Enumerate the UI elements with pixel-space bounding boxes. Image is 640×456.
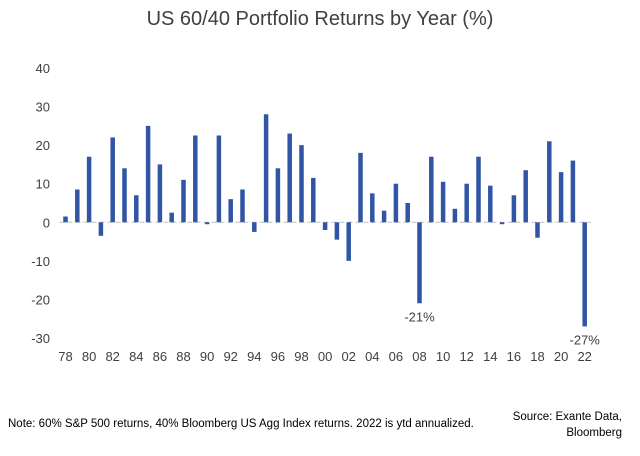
bar-92 [228,199,233,223]
bar-99 [311,177,316,223]
bar-18 [535,222,540,238]
x-tick-label: 08 [412,349,426,364]
bar-09 [429,156,434,223]
source-line-2: Bloomberg [566,427,622,439]
bar-79 [75,189,80,223]
bar-93 [240,189,245,223]
x-tick-label: 00 [318,349,332,364]
y-tick-label: 0 [43,215,50,230]
x-tick-label: 14 [483,349,497,364]
bar-80 [86,156,92,223]
y-tick-label: -30 [31,331,50,346]
data-label-08: -21% [404,309,435,324]
x-tick-label: 82 [105,349,119,364]
bar-21 [570,160,576,223]
x-tick-label: 78 [58,349,72,364]
bar-88 [181,179,186,223]
bar-00 [322,222,328,230]
x-tick-label: 90 [200,349,214,364]
footnote: Note: 60% S&P 500 returns, 40% Bloomberg… [8,418,474,430]
x-tick-label: 02 [341,349,355,364]
bar-94 [252,222,257,232]
bar-10 [440,181,446,223]
x-tick-label: 20 [554,349,568,364]
x-tick-label: 94 [247,349,261,364]
x-tick-label: 10 [436,349,450,364]
bar-78 [63,216,68,223]
bar-86 [157,164,163,223]
y-tick-label: 10 [36,177,50,192]
bar-82 [110,137,115,223]
bar-14 [488,185,493,223]
bar-07 [405,203,410,223]
bar-22 [582,222,587,327]
bar-17 [523,170,528,223]
bar-85 [145,125,151,223]
bar-02 [346,222,351,261]
bar-05 [381,210,387,223]
chart-title: US 60/40 Portfolio Returns by Year (%) [146,8,494,30]
bar-chart: 40 30 20 10 0 -10 -20 -30 78 80 82 84 86 88 90 92 94 96 9… [31,61,600,364]
x-tick-label: 04 [365,349,379,364]
bar-83 [122,168,127,223]
x-tick-label: 86 [153,349,167,364]
bar-90 [204,222,210,225]
y-tick-label: 40 [36,61,50,76]
y-axis: 40 30 20 10 0 -10 -20 -30 [31,61,50,346]
bar-87 [169,212,174,223]
bar-97 [287,133,292,223]
bar-08 [417,222,422,304]
x-tick-label: 06 [389,349,403,364]
x-tick-label: 80 [82,349,96,364]
bar-06 [393,183,399,223]
bar-95 [263,114,269,223]
bar-89 [193,135,198,223]
bar-96 [275,168,281,223]
bar-11 [452,208,458,223]
bar-04 [370,193,375,223]
x-tick-label: 88 [176,349,190,364]
bar-98 [299,145,304,223]
y-tick-label: 30 [36,100,50,115]
bar-16 [511,195,517,223]
bar-01 [334,222,340,240]
source-credit: Source: Exante Data, Bloomberg [462,409,622,441]
x-tick-label: 22 [577,349,591,364]
bar-84 [134,195,139,223]
y-tick-label: 20 [36,138,50,153]
x-tick-label: 98 [294,349,308,364]
x-tick-label: 84 [129,349,143,364]
x-axis: 78 80 82 84 86 88 90 92 94 96 98 00 02 04 06 08 10 12 14 16… [58,349,592,364]
y-tick-label: -10 [31,254,50,269]
annotations: -21% -27% [404,309,600,347]
y-tick-label: -20 [31,292,50,307]
bar-13 [476,156,481,223]
x-tick-label: 12 [459,349,473,364]
bar-15 [499,222,505,225]
x-tick-label: 16 [507,349,521,364]
bar-19 [547,141,552,223]
bar-03 [358,152,363,223]
bar-91 [216,135,222,223]
bar-81 [98,222,104,236]
x-tick-label: 18 [530,349,544,364]
bar-12 [464,183,469,223]
x-tick-label: 96 [271,349,285,364]
x-tick-label: 92 [223,349,237,364]
source-line-1: Source: Exante Data, [512,411,622,423]
data-label-22: -27% [570,332,601,347]
bar-series [63,114,587,327]
bar-20 [558,172,564,223]
